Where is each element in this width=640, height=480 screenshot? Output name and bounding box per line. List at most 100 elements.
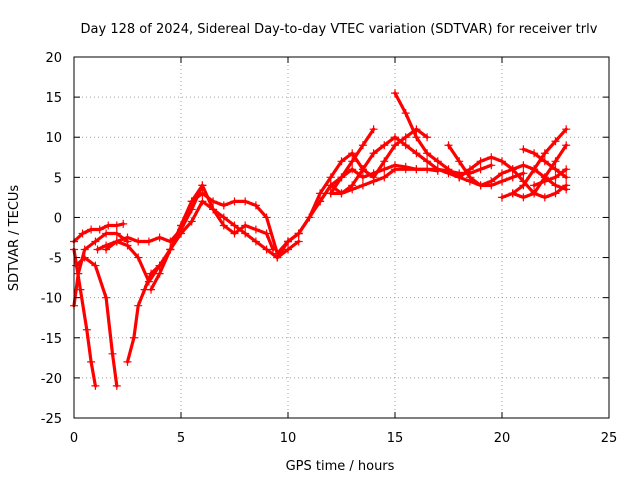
data-point [198,181,207,190]
x-tick-label: 15 [387,431,404,446]
data-point [144,237,153,246]
data-point [358,181,367,190]
y-tick-label: -20 [41,372,62,387]
data-point [391,141,399,150]
data-point [551,173,560,182]
data-point [519,161,528,170]
data-point [219,213,228,222]
data-point [401,165,410,174]
data-point [262,245,271,254]
data-point [198,197,207,206]
data-point [391,165,399,174]
data-point [380,157,389,166]
x-tick-label: 5 [177,431,185,446]
data-point [476,157,485,166]
data-point [82,325,91,334]
data-point [551,181,560,190]
data-point [423,133,432,142]
data-point [348,149,357,158]
data-point [519,169,528,178]
series-line [74,256,119,388]
data-point [412,149,421,158]
data-point [147,285,156,294]
data-point [380,173,389,182]
data-point [177,229,185,238]
data-point [487,161,496,170]
data-point [108,349,117,358]
data-point [337,173,346,182]
data-point [119,219,128,228]
y-tick-label: 15 [45,91,62,106]
data-point [519,193,528,202]
data-point [112,221,121,230]
data-point [187,197,196,206]
data-point [241,229,250,238]
data-point [498,193,506,202]
data-point [91,381,100,390]
data-point [219,201,228,210]
data-point [540,157,549,166]
data-series [147,197,303,294]
data-point [412,165,421,174]
data-point [241,221,250,230]
data-point [412,133,421,142]
data-point [401,141,410,150]
data-point [433,157,442,166]
data-point [87,357,96,366]
data-point [358,141,367,150]
x-tick-label: 10 [280,431,297,446]
data-point [423,165,432,174]
data-point [498,169,506,178]
data-series [530,165,571,190]
data-point [380,165,389,174]
data-point [540,149,549,158]
data-point [369,125,378,134]
y-tick-label: -5 [49,252,62,267]
data-point [562,165,571,174]
data-point [93,245,102,254]
data-series [508,141,571,202]
data-point [326,189,335,198]
data-point [358,165,367,174]
data-point [230,197,239,206]
y-axis-title: SDTVAR / TECUs [7,185,22,292]
data-point [465,165,474,174]
data-point [123,241,132,250]
data-point [104,221,113,230]
plot-frame [73,56,610,419]
data-point [348,165,357,174]
data-point [337,157,346,166]
data-series [519,145,571,182]
data-point [102,245,111,254]
data-point [129,333,138,342]
data-point [187,217,196,226]
data-point [391,89,399,98]
data-point [294,229,303,238]
data-point [369,149,378,158]
data-point [134,301,143,310]
data-point [476,181,485,190]
data-point [251,201,260,210]
data-point [551,157,560,166]
grid [74,57,609,418]
data-point [380,141,389,150]
data-point [519,181,528,190]
data-point [209,205,218,214]
x-tick-label: 0 [70,431,78,446]
data-point [91,237,100,246]
series-line [511,143,568,199]
data-series-group [70,89,571,390]
data-point [177,221,185,230]
data-point [551,165,560,174]
data-point [540,193,549,202]
data-point [423,157,432,166]
data-point [273,253,282,262]
data-point [358,173,367,182]
data-point [348,157,357,166]
data-point [147,269,156,278]
data-point [444,141,453,150]
data-point [326,181,335,190]
data-point [401,109,410,118]
